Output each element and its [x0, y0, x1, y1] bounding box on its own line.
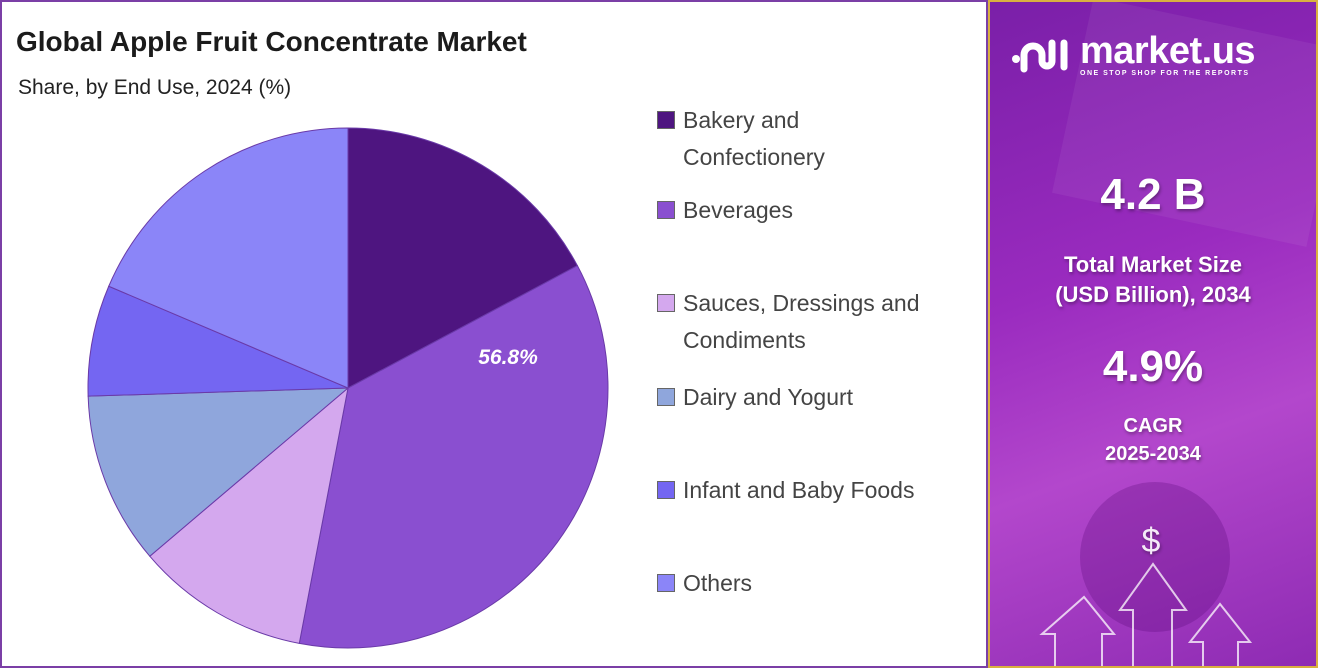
legend-label: Dairy and Yogurt — [683, 384, 854, 410]
legend-label: Sauces, Dressings and — [683, 290, 920, 316]
legend-label: Others — [683, 570, 753, 596]
market-us-logo: market.us ONE STOP SHOP FOR THE REPORTS — [1010, 30, 1256, 77]
legend-item-others: Others — [657, 565, 752, 602]
background-cup — [1080, 482, 1230, 632]
data-label: 56.8% — [478, 346, 538, 369]
pie-slice-others — [108, 127, 349, 389]
legend-label: Confectionery — [683, 144, 825, 170]
market-size-value: 4.2 B — [1100, 170, 1206, 219]
pie-slice-bakery-and-confectionery — [347, 127, 579, 389]
cagr-period: 2025-2034 — [1105, 443, 1201, 465]
legend-item-bakery: Bakery and Confectionery — [657, 102, 825, 176]
legend-label: Infant and Baby Foods — [683, 477, 915, 503]
legend-swatch — [657, 574, 675, 592]
legend-item-infant: Infant and Baby Foods — [657, 472, 914, 509]
pie-slice-infant-and-baby-foods — [87, 285, 349, 397]
pie-chart: 56.8% — [87, 127, 609, 649]
chart-title: Global Apple Fruit Concentrate Market — [16, 26, 527, 57]
legend-swatch — [657, 388, 675, 406]
pie-slice-dairy-and-yogurt — [87, 387, 350, 557]
legend-item-dairy: Dairy and Yogurt — [657, 379, 853, 416]
legend-swatch — [657, 481, 675, 499]
legend-swatch — [657, 294, 675, 312]
pie-slice-beverages — [298, 264, 609, 649]
brand-tagline: ONE STOP SHOP FOR THE REPORTS — [1080, 70, 1250, 77]
growth-arrows-icon — [1039, 562, 1253, 666]
legend-swatch — [657, 111, 675, 129]
dollar-icon: $ — [1141, 522, 1161, 560]
chart-subtitle: Share, by End Use, 2024 (%) — [18, 76, 292, 99]
legend-swatch — [657, 201, 675, 219]
legend-label: Bakery and — [683, 107, 800, 133]
pie-slice-sauces-dressings-and-condiments — [149, 386, 349, 644]
brand-name: market.us — [1080, 30, 1256, 72]
logo-icon — [1012, 39, 1068, 72]
market-size-label: Total Market Size — [1063, 252, 1243, 277]
cagr-label: CAGR — [1123, 415, 1183, 437]
legend-label: Beverages — [683, 197, 793, 223]
summary-panel: market.us ONE STOP SHOP FOR THE REPORTS … — [988, 0, 1318, 668]
cagr-value: 4.9% — [1102, 342, 1204, 391]
market-size-label-2: (USD Billion), 2034 — [1055, 282, 1251, 307]
legend-item-beverages: Beverages — [657, 192, 793, 229]
legend-label: Condiments — [683, 327, 806, 353]
legend-item-sauces: Sauces, Dressings and Condiments — [657, 285, 920, 359]
chart-panel: Global Apple Fruit Concentrate Market Sh… — [0, 0, 988, 668]
